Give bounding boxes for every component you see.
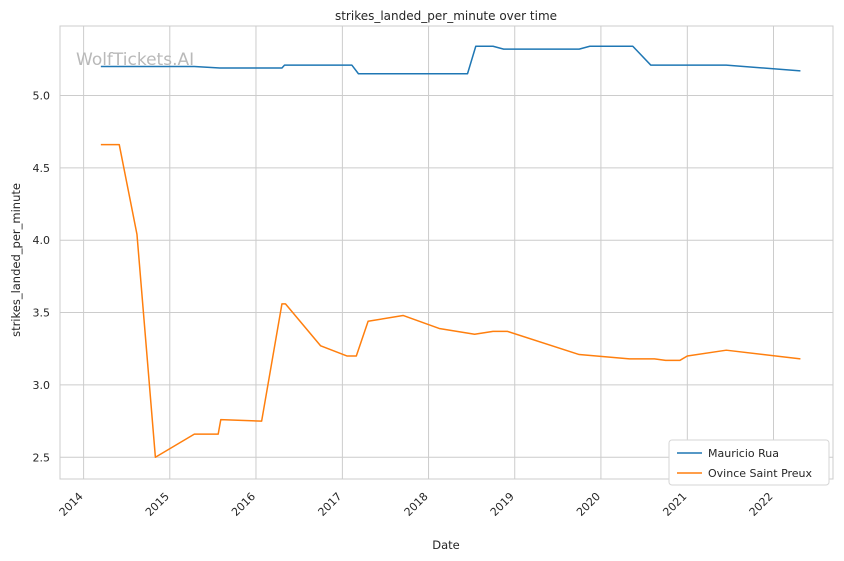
y-tick-label-5-0: 5.0 [33, 89, 51, 102]
series-layer [100, 45, 801, 459]
plot-frame [59, 25, 834, 480]
y-tick-labels: 2.5 3.0 3.5 4.0 4.5 5.0 [33, 89, 51, 464]
y-tick-label-3-0: 3.0 [33, 379, 51, 392]
series-line-mauricio-rua [100, 45, 801, 75]
watermark: WolfTickets.AI [76, 50, 194, 70]
x-gridlines [83, 26, 775, 479]
plot-area [60, 26, 833, 479]
legend-box [668, 439, 830, 486]
x-tick-label-2020: 2020 [574, 490, 603, 519]
series-line-ovince-saint-preux [100, 143, 801, 459]
y-tick-label-4-5: 4.5 [33, 162, 51, 175]
x-tick-label-2018: 2018 [402, 490, 431, 519]
x-tick-label-2015: 2015 [143, 490, 172, 519]
x-tick-label-2016: 2016 [229, 490, 258, 519]
y-tick-label-3-5: 3.5 [33, 307, 51, 320]
x-tick-label-2019: 2019 [488, 490, 517, 519]
x-tick-label-2021: 2021 [660, 490, 689, 519]
x-tick-label-2022: 2022 [747, 490, 776, 519]
legend-label-mauricio-rua: Mauricio Rua [708, 447, 779, 460]
legend-label-ovince-saint-preux: Ovince Saint Preux [708, 467, 813, 480]
x-axis-label: Date [432, 538, 460, 552]
chart-title: strikes_landed_per_minute over time [335, 9, 557, 23]
y-tick-label-2-5: 2.5 [33, 451, 51, 464]
x-tick-label-2017: 2017 [316, 490, 345, 519]
y-tick-label-4-0: 4.0 [33, 234, 51, 247]
x-tick-labels: 2014 2015 2016 2017 2018 2019 2020 2021 2022 [57, 490, 776, 519]
x-tick-label-2014: 2014 [57, 490, 86, 519]
legend: Mauricio Rua Ovince Saint Preux [668, 439, 830, 486]
y-axis-label: strikes_landed_per_minute [9, 183, 23, 337]
